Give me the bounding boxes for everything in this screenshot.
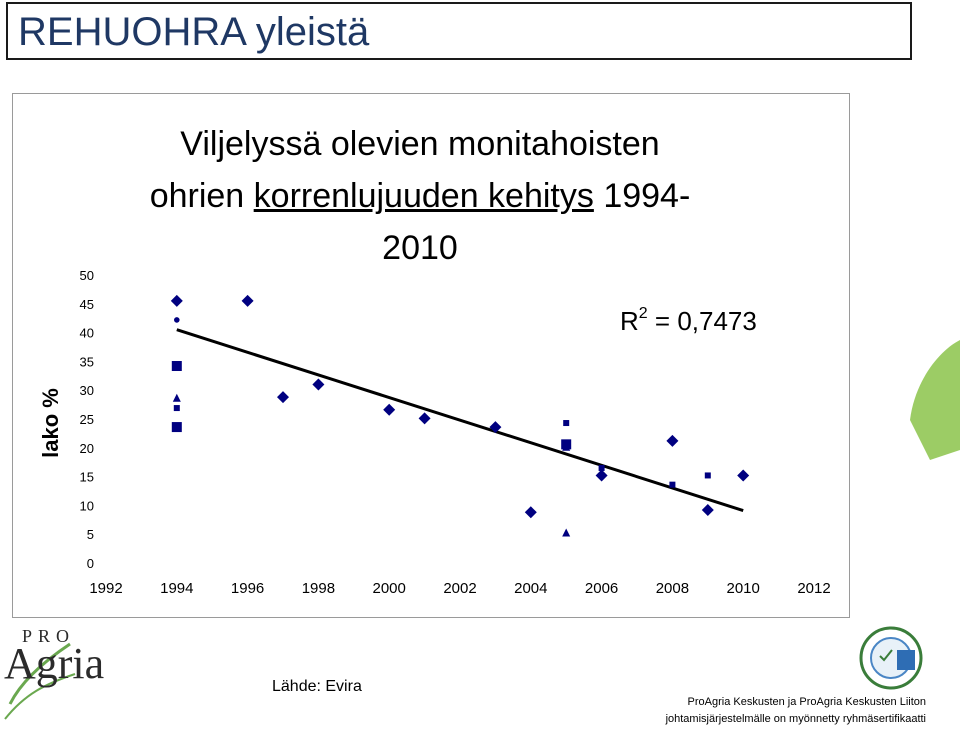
slide-title-box: REHUOHRA yleistä <box>6 2 912 60</box>
footer-line1: ProAgria Keskusten ja ProAgria Keskusten… <box>687 696 926 708</box>
chart-title-line2b: korrenlujuuden kehitys <box>253 177 594 215</box>
certification-seal-icon <box>859 626 923 690</box>
logo-agria-text: Agria <box>4 639 105 688</box>
chart-title-line2: ohrien korrenlujuuden kehitys 1994- <box>100 170 740 222</box>
slide-title: REHUOHRA yleistä <box>18 10 370 54</box>
proagria-logo: PRO Agria <box>0 624 110 724</box>
chart-title-line2c: 1994- <box>593 177 691 215</box>
chart-title-line3: 2010 <box>382 229 458 267</box>
chart-title-line2a: ohrien <box>149 177 254 215</box>
source-text: Lähde: Evira <box>272 678 362 695</box>
chart-title: Viljelyssä olevien monitahoisten ohrien … <box>100 118 740 274</box>
decorative-leaf <box>910 340 960 460</box>
footer: ProAgria Keskusten ja ProAgria Keskusten… <box>666 694 926 728</box>
footer-line2: johtamisjärjestelmälle on myönnetty ryhm… <box>665 713 926 725</box>
y-axis-label: lako % <box>38 388 63 458</box>
logo-pro-text: PRO <box>22 626 76 646</box>
chart-title-line1: Viljelyssä olevien monitahoisten <box>180 125 660 163</box>
